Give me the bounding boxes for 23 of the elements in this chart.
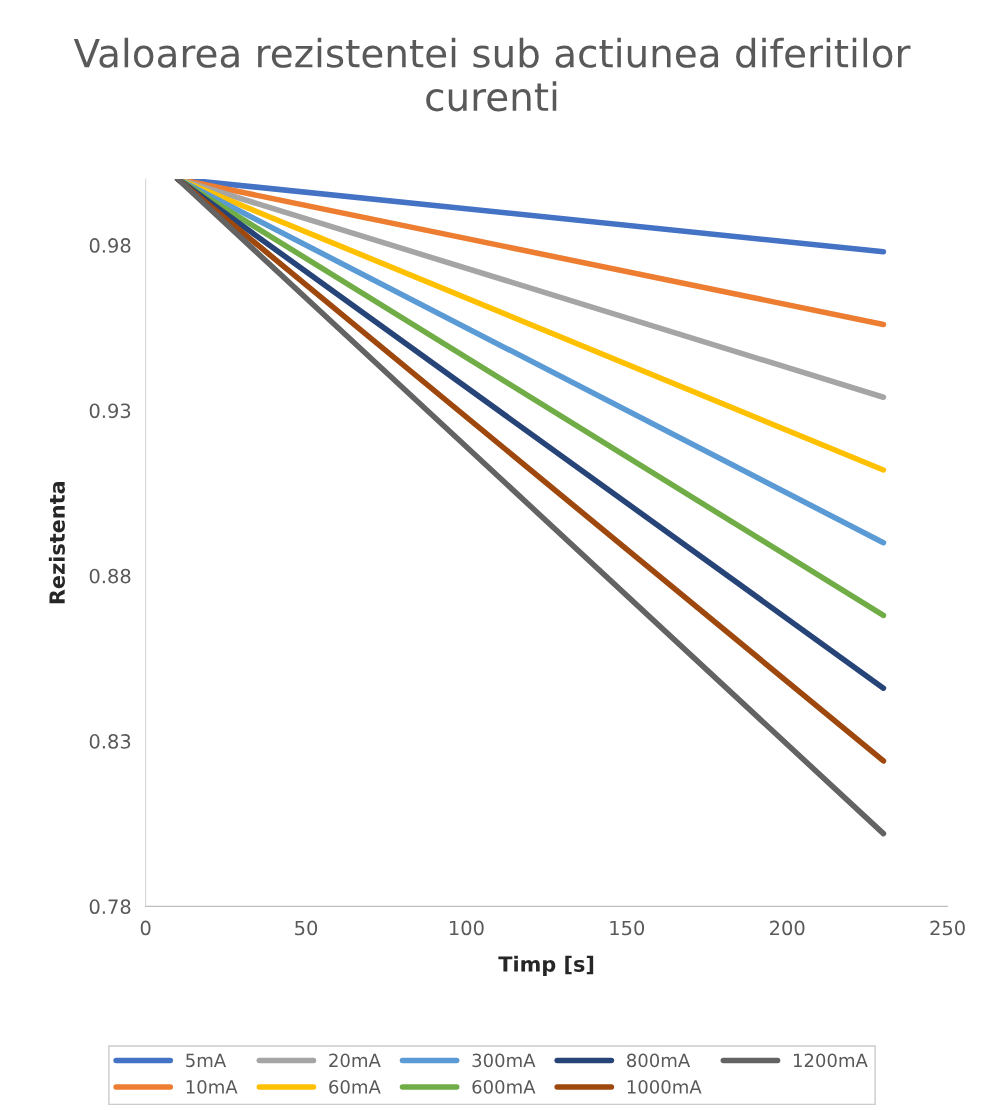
- y-tick-label: 0.93: [89, 403, 131, 419]
- legend-label: 600mA: [472, 1080, 536, 1094]
- y-tick-label: 0.83: [89, 734, 131, 749]
- x-tick-label: 0: [140, 920, 151, 936]
- legend-label: 60mA: [329, 1080, 381, 1094]
- legend-label: 10mA: [186, 1080, 238, 1094]
- x-tick-label: 200: [770, 920, 805, 936]
- x-axis-title: Timp [s]: [498, 955, 594, 976]
- legend-label: 1000mA: [627, 1080, 702, 1094]
- legend-label: 20mA: [329, 1053, 381, 1068]
- x-tick-label: 150: [610, 920, 645, 936]
- legend-label: 1200mA: [793, 1053, 868, 1068]
- y-tick-label: 0.88: [89, 568, 131, 584]
- y-axis-title: Rezistenta: [48, 481, 65, 604]
- legend-label: 300mA: [472, 1053, 536, 1068]
- x-tick-label: 250: [930, 920, 965, 936]
- x-tick-label: 50: [295, 920, 318, 936]
- x-tick-label: 100: [449, 920, 484, 936]
- y-tick-label: 0.78: [89, 899, 131, 915]
- chart-title: Valoarea rezistentei sub actiunea diferitilor curenti: [73, 37, 911, 112]
- legend-label: 5mA: [186, 1053, 227, 1068]
- y-tick-label: 0.98: [89, 238, 131, 253]
- legend-label: 800mA: [627, 1053, 691, 1068]
